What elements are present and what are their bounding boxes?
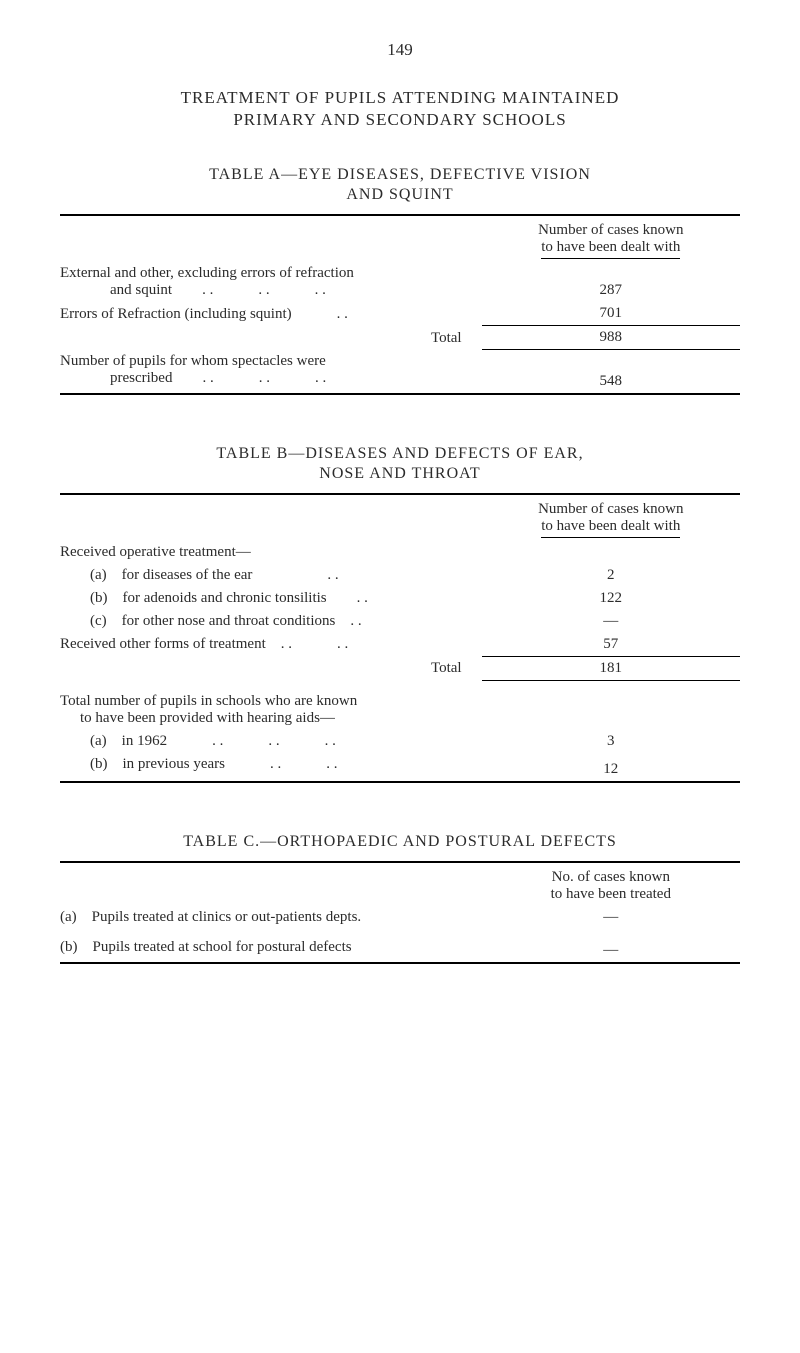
table-b-header-line1: Number of cases known [538, 501, 683, 517]
table-b-footer0-value: 3 [482, 730, 740, 753]
table-b-total-value: 181 [482, 656, 740, 680]
page-number: 149 [60, 40, 740, 60]
table-b-section1-label: Received operative treatment— [60, 541, 482, 564]
table-a-footer-line1: Number of pupils for whom spectacles wer… [60, 353, 326, 369]
table-b-footer0-label: (a) in 1962 . . . . . . [60, 730, 482, 753]
table-c-title: TABLE C.—ORTHOPAEDIC AND POSTURAL DEFECT… [60, 833, 740, 851]
table-a-row0-label2: and squint . . . . . . [60, 282, 326, 299]
table-c-row0-label: (a) Pupils treated at clinics or out-pat… [60, 906, 482, 929]
table-b-row0-label: (a) for diseases of the ear . . [60, 564, 482, 587]
table-b-row1-label: (b) for adenoids and chronic tonsilitis … [60, 587, 482, 610]
table-a-header-line1: Number of cases known [538, 222, 683, 238]
table-a-footer-value: 548 [482, 350, 740, 394]
table-a-row1-label: Errors of Refraction (including squint) … [60, 302, 482, 326]
table-c-row0-value: — [482, 906, 740, 929]
table-a-row0-label1: External and other, excluding errors of … [60, 265, 354, 281]
table-b-footer1-value: 12 [482, 753, 740, 782]
table-b: Number of cases known to have been dealt… [60, 493, 740, 784]
table-c-header-line1: No. of cases known [552, 869, 670, 885]
table-b-total-label: Total [60, 656, 482, 680]
table-a-total-value: 988 [482, 326, 740, 350]
table-b-row2-value: — [482, 610, 740, 633]
table-b-title-line2: NOSE AND THROAT [60, 465, 740, 483]
table-b-row1-value: 122 [482, 587, 740, 610]
table-c: No. of cases known to have been treated … [60, 861, 740, 964]
table-a-row0-value: 287 [482, 262, 740, 302]
table-a-title-line1: TABLE A—EYE DISEASES, DEFECTIVE VISION [60, 166, 740, 184]
main-title-line1: TREATMENT OF PUPILS ATTENDING MAINTAINED [60, 88, 740, 108]
table-a-row1-value: 701 [482, 302, 740, 326]
table-a-title-line2: AND SQUINT [60, 186, 740, 204]
table-c-header-line2: to have been treated [551, 886, 671, 902]
table-b-row2-label: (c) for other nose and throat conditions… [60, 610, 482, 633]
table-b-other-value: 57 [482, 633, 740, 657]
table-b-other-label: Received other forms of treatment . . . … [60, 633, 482, 657]
main-title-line2: PRIMARY AND SECONDARY SCHOOLS [60, 110, 740, 130]
table-b-section2-line2: to have been provided with hearing aids— [60, 710, 335, 727]
table-a-total-label: Total [60, 326, 482, 350]
table-a-footer-line2: prescribed . . . . . . [60, 370, 326, 387]
table-c-row1-value: — [482, 929, 740, 963]
table-b-header-line2: to have been dealt with [541, 518, 680, 538]
table-c-row1-label: (b) Pupils treated at school for postura… [60, 929, 482, 963]
table-a: Number of cases known to have been dealt… [60, 214, 740, 395]
table-b-row0-value: 2 [482, 564, 740, 587]
table-b-footer1-label: (b) in previous years . . . . [60, 753, 482, 782]
table-b-section2-line1: Total number of pupils in schools who ar… [60, 693, 357, 709]
table-b-title-line1: TABLE B—DISEASES AND DEFECTS OF EAR, [60, 445, 740, 463]
table-a-header-line2: to have been dealt with [541, 239, 680, 259]
